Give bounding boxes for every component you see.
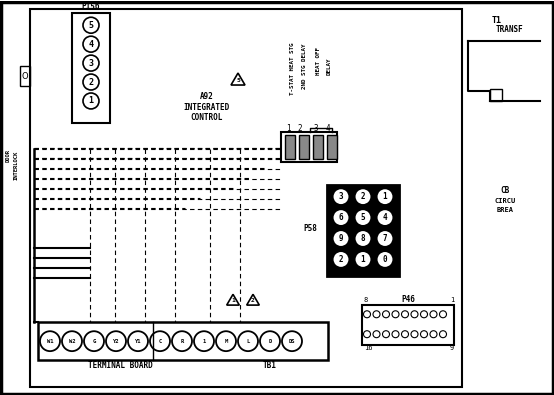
Text: 4: 4: [326, 124, 330, 134]
Text: 2: 2: [89, 77, 94, 87]
Text: TRANSF: TRANSF: [496, 25, 524, 34]
Text: 2: 2: [297, 124, 302, 134]
Text: M: M: [224, 339, 228, 344]
Text: L: L: [247, 339, 250, 344]
Text: INTEGRATED: INTEGRATED: [184, 103, 230, 112]
Text: W2: W2: [69, 339, 75, 344]
Circle shape: [332, 188, 350, 205]
Text: O: O: [22, 71, 28, 81]
Text: TERMINAL BOARD: TERMINAL BOARD: [88, 361, 152, 370]
Text: 3: 3: [314, 124, 319, 134]
Text: Y2: Y2: [113, 339, 119, 344]
Bar: [313, 135, 323, 159]
Text: 9: 9: [450, 345, 454, 351]
Text: Y1: Y1: [135, 339, 141, 344]
Text: 3: 3: [338, 192, 343, 201]
Text: 4: 4: [89, 40, 94, 49]
Bar: [362, 305, 454, 345]
Text: P58: P58: [303, 224, 317, 233]
Text: 2: 2: [251, 298, 255, 303]
Text: 3: 3: [89, 58, 94, 68]
Circle shape: [355, 230, 372, 247]
Circle shape: [355, 251, 372, 268]
Text: A92: A92: [200, 92, 214, 101]
Circle shape: [377, 230, 393, 247]
Text: 16: 16: [364, 345, 372, 351]
Text: 9: 9: [338, 234, 343, 243]
Text: 7: 7: [383, 234, 387, 243]
Text: 6: 6: [338, 213, 343, 222]
Text: P156: P156: [82, 2, 100, 11]
Circle shape: [332, 230, 350, 247]
Text: R: R: [181, 339, 183, 344]
Text: DELAY: DELAY: [326, 57, 331, 75]
Text: 1: 1: [383, 192, 387, 201]
Text: T-STAT HEAT STG: T-STAT HEAT STG: [290, 43, 295, 95]
Text: P46: P46: [401, 295, 415, 304]
Circle shape: [377, 188, 393, 205]
Text: 5: 5: [236, 77, 240, 83]
Bar: [281, 132, 337, 162]
Bar: [299, 135, 309, 159]
Text: G: G: [93, 339, 96, 344]
Bar: [327, 135, 337, 159]
Text: 2: 2: [338, 255, 343, 264]
Circle shape: [355, 188, 372, 205]
Circle shape: [332, 251, 350, 268]
Text: 8: 8: [364, 297, 368, 303]
Text: C: C: [158, 339, 162, 344]
Text: W1: W1: [47, 339, 53, 344]
Bar: [38, 322, 328, 360]
Text: 1: 1: [361, 255, 365, 264]
Bar: [72, 13, 110, 123]
Text: CB: CB: [500, 186, 510, 195]
Text: T1: T1: [492, 16, 502, 25]
Text: CIRCU: CIRCU: [494, 198, 516, 204]
Text: 1: 1: [89, 96, 94, 105]
Text: DOOR: DOOR: [6, 149, 11, 162]
Text: 1: 1: [450, 297, 454, 303]
Circle shape: [332, 209, 350, 226]
Text: TB1: TB1: [263, 361, 277, 370]
Bar: [30, 9, 462, 387]
Text: 1: 1: [286, 124, 290, 134]
Text: 4: 4: [383, 213, 387, 222]
Circle shape: [377, 209, 393, 226]
Bar: [490, 89, 502, 101]
Circle shape: [355, 209, 372, 226]
Text: BREA: BREA: [496, 207, 514, 213]
Text: 8: 8: [361, 234, 365, 243]
Text: HEAT OFF: HEAT OFF: [316, 47, 321, 75]
Text: 2ND STG DELAY: 2ND STG DELAY: [302, 43, 307, 89]
Bar: [327, 185, 399, 276]
Text: CONTROL: CONTROL: [191, 113, 223, 122]
Text: 0: 0: [383, 255, 387, 264]
Bar: [285, 135, 295, 159]
Text: DS: DS: [289, 339, 295, 344]
Text: 2: 2: [361, 192, 365, 201]
Bar: [20, 66, 30, 86]
Text: 1: 1: [231, 298, 235, 303]
Text: INTERLOCK: INTERLOCK: [13, 151, 18, 181]
Text: D: D: [268, 339, 271, 344]
Text: 5: 5: [89, 21, 94, 30]
Circle shape: [377, 251, 393, 268]
Text: 5: 5: [361, 213, 365, 222]
Text: 1: 1: [202, 339, 206, 344]
